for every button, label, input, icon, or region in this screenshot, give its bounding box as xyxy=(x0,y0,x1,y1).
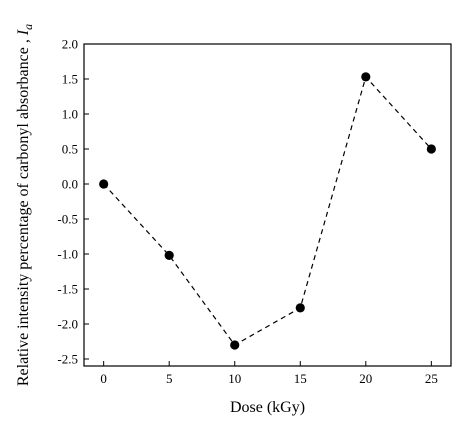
series-line xyxy=(103,75,432,346)
y-tick-label: -0.5 xyxy=(57,212,78,227)
x-tick-label: 5 xyxy=(166,371,173,386)
x-axis-title: Dose (kGy) xyxy=(230,399,305,416)
y-tick-label: 1.5 xyxy=(62,72,78,87)
data-point xyxy=(164,250,174,260)
y-tick-label: 1.0 xyxy=(62,107,78,122)
x-tick-label: 25 xyxy=(425,371,438,386)
x-tick-label: 0 xyxy=(100,371,107,386)
y-axis-ticks: 2.0 1.5 1.0 0.5 0.0 -0.5 -1.0 -1.5 -2.0 -2.5 xyxy=(57,37,89,367)
y-tick-label: -2.0 xyxy=(57,317,78,332)
data-point xyxy=(361,72,371,82)
y-tick-label: -2.5 xyxy=(57,352,78,367)
y-tick-label: -1.0 xyxy=(57,247,78,262)
x-tick-label: 15 xyxy=(294,371,307,386)
data-point xyxy=(230,340,240,350)
y-tick-label: -1.5 xyxy=(57,282,78,297)
y-axis-title: Relative intensity percentage of carbony… xyxy=(15,24,35,386)
data-points xyxy=(99,72,436,350)
data-point xyxy=(99,179,109,189)
y-axis-title-subscript: a xyxy=(21,24,35,30)
data-point xyxy=(295,303,305,313)
x-axis-ticks: 0 5 10 15 20 25 xyxy=(100,361,438,386)
plot-frame xyxy=(83,43,452,367)
x-tick-label: 20 xyxy=(359,371,372,386)
y-tick-label: 0.5 xyxy=(62,142,78,157)
x-tick-label: 10 xyxy=(228,371,241,386)
y-tick-label: 2.0 xyxy=(62,37,78,52)
y-tick-label: 0.0 xyxy=(62,177,78,192)
data-point xyxy=(426,144,436,154)
y-axis-title-symbol: I xyxy=(15,29,32,36)
y-axis-title-text: Relative intensity percentage of carbony… xyxy=(15,35,32,386)
